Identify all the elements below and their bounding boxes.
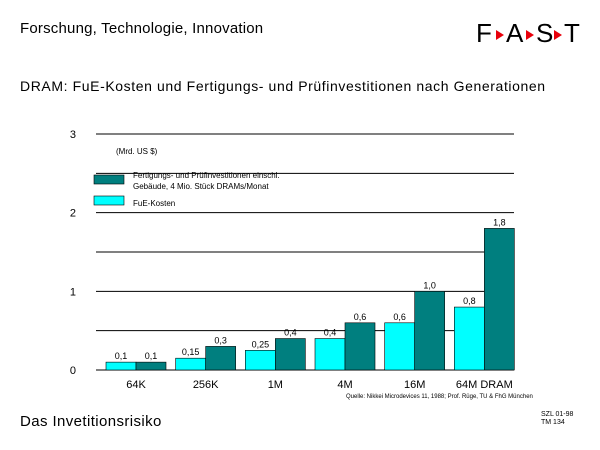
fast-logo: F A S T: [476, 18, 580, 48]
y-tick-label: 1: [70, 286, 76, 298]
x-tick-label: 1M: [268, 379, 283, 391]
bar-value-label: 0,25: [252, 339, 270, 349]
legend-swatch-investment: [93, 174, 125, 185]
bar-value-label: 1,8: [493, 217, 506, 227]
bar-value-label: 0,4: [324, 328, 337, 338]
slide-code: SZL 01-98 TM 134: [541, 411, 573, 427]
y-unit-label: (Mrd. US $): [116, 147, 158, 156]
bar-investment: [414, 291, 445, 371]
legend-label-rnd: FuE-Kosten: [133, 199, 175, 208]
header-title: Forschung, Technologie, Innovation: [20, 20, 264, 37]
bar-value-label: 0,6: [393, 312, 406, 322]
source-note: Quelle: Nikkei Microdevices 11, 1988; Pr…: [346, 394, 533, 400]
chart-title: DRAM: FuE-Kosten und Fertigungs- und Prü…: [20, 78, 546, 94]
legend-swatch-rnd: [93, 195, 125, 206]
bar-investment: [205, 346, 236, 371]
logo-arrow-1: [496, 30, 504, 40]
y-tick-label: 3: [70, 129, 76, 141]
bar-value-label: 0,8: [463, 296, 476, 306]
bar-value-label: 0,4: [284, 328, 297, 338]
bar-investment: [484, 228, 515, 371]
bar-value-label: 0,15: [182, 347, 200, 357]
bar-rnd: [105, 361, 137, 371]
bar-investment: [344, 322, 376, 371]
x-tick-label: 64K: [126, 379, 146, 391]
bar-value-label: 1,0: [423, 280, 436, 290]
logo-letter-a: A: [506, 18, 524, 48]
bar-value-label: 0,1: [115, 351, 128, 361]
logo-letter-t: T: [564, 18, 580, 48]
logo-letter-s: S: [536, 18, 553, 48]
x-tick-label: 4M: [337, 379, 352, 391]
bar-investment: [275, 338, 306, 371]
bar-value-label: 0,1: [145, 351, 158, 361]
bar-value-label: 0,3: [214, 335, 227, 345]
slide-code-line1: SZL 01-98: [541, 411, 574, 418]
x-tick-label: 16M: [404, 379, 425, 391]
x-tick-label: 256K: [193, 379, 219, 391]
legend-label-investment-line2: Gebäude, 4 Mio. Stück DRAMs/Monat: [133, 182, 269, 191]
bar-rnd: [314, 338, 346, 371]
y-tick-label: 0: [70, 365, 76, 377]
bar-rnd: [454, 306, 485, 371]
bar-investment: [135, 361, 167, 371]
y-tick-label: 2: [70, 208, 76, 220]
bar-rnd: [245, 350, 276, 371]
logo-arrow-2: [526, 30, 534, 40]
bar-rnd: [175, 357, 206, 371]
footer-title: Das Invetitionsrisiko: [20, 413, 162, 430]
logo-arrow-3: [554, 30, 562, 40]
slide-code-line2: TM 134: [541, 419, 565, 426]
bar-rnd: [384, 322, 415, 371]
logo-letter-f: F: [476, 18, 492, 48]
bar-value-label: 0,6: [354, 312, 367, 322]
legend-label-investment-line1: Fertigungs- und Prüfinvestitionen einsch…: [133, 171, 280, 180]
x-tick-label: 64M DRAM: [456, 379, 513, 391]
